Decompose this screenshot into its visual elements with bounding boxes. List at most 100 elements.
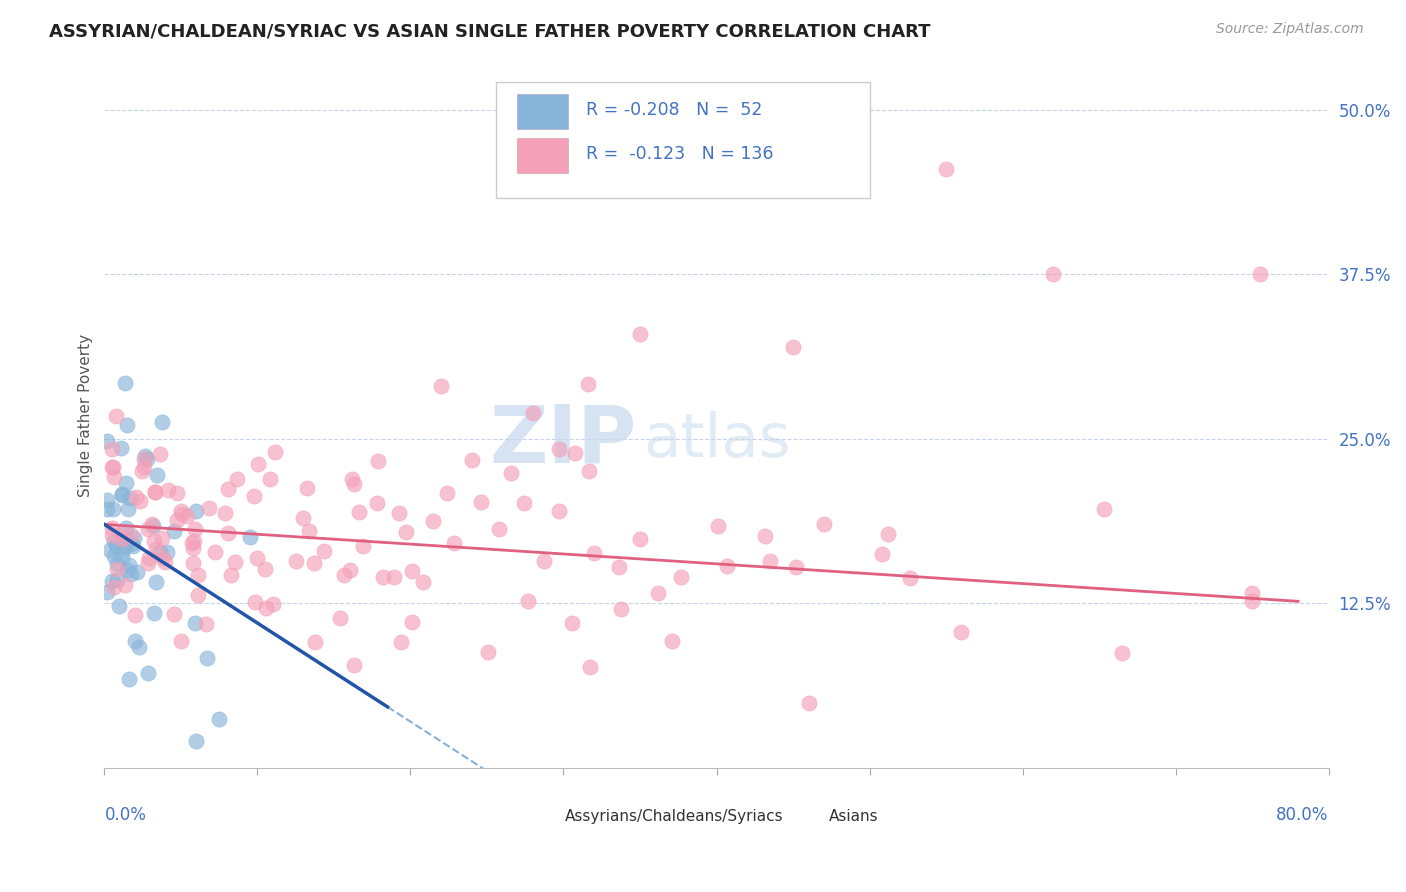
Point (1111, 646, 1133, 660)
Point (579, 659, 602, 673)
Point (217, 525, 239, 540)
Point (647, 585, 669, 599)
Point (264, 445, 287, 459)
Point (477, 645, 499, 659)
Point (412, 575, 434, 590)
Point (443, 536, 465, 550)
Point (150, 415, 173, 429)
Point (103, 534, 125, 549)
Point (114, 539, 136, 553)
Point (184, 522, 207, 536)
Point (1241, 594, 1264, 608)
Point (198, 501, 221, 516)
Point (170, 503, 193, 517)
Point (110, 441, 132, 455)
Point (333, 568, 356, 582)
Point (1241, 586, 1264, 600)
Point (1042, 268, 1064, 282)
Text: Asians: Asians (830, 809, 879, 824)
Point (96, 502, 118, 516)
Y-axis label: Single Father Poverty: Single Father Poverty (79, 334, 93, 498)
Point (186, 734, 208, 748)
Point (1249, 268, 1271, 282)
Point (517, 594, 540, 608)
Point (401, 564, 423, 578)
Point (134, 452, 156, 467)
Point (124, 634, 146, 648)
Point (132, 459, 155, 474)
Point (142, 518, 165, 533)
Point (136, 522, 159, 536)
Point (295, 482, 318, 496)
Point (195, 650, 218, 665)
Point (103, 470, 125, 484)
Point (184, 616, 207, 631)
Point (153, 555, 176, 569)
Point (799, 696, 821, 710)
Point (169, 634, 191, 648)
Point (149, 545, 172, 559)
Point (152, 551, 174, 566)
Point (96, 492, 118, 507)
Text: atlas: atlas (643, 411, 790, 470)
Point (114, 476, 136, 491)
Point (117, 502, 139, 516)
Point (136, 666, 159, 681)
Point (898, 571, 921, 585)
Point (513, 496, 536, 510)
Point (134, 449, 156, 463)
Point (935, 162, 957, 177)
Point (669, 570, 692, 584)
Point (262, 597, 284, 611)
Point (256, 601, 278, 615)
Point (117, 418, 139, 433)
Point (125, 565, 148, 579)
FancyBboxPatch shape (517, 138, 568, 173)
Point (180, 536, 202, 550)
Point (302, 556, 325, 570)
Text: ASSYRIAN/CHALDEAN/SYRIAC VS ASIAN SINGLE FATHER POVERTY CORRELATION CHART: ASSYRIAN/CHALDEAN/SYRIAC VS ASIAN SINGLE… (49, 22, 931, 40)
Point (253, 562, 276, 576)
Point (499, 466, 522, 480)
Point (607, 559, 630, 574)
Point (246, 458, 269, 472)
Point (115, 521, 138, 535)
Point (547, 442, 569, 456)
FancyBboxPatch shape (517, 94, 568, 128)
Point (214, 506, 236, 520)
Point (578, 464, 600, 478)
Point (143, 485, 166, 500)
Point (114, 577, 136, 591)
Point (813, 517, 835, 532)
Point (243, 595, 266, 609)
Point (181, 541, 204, 556)
Point (111, 488, 134, 502)
Point (187, 588, 209, 602)
Point (128, 493, 150, 508)
Point (716, 559, 738, 574)
Point (104, 409, 127, 424)
Point (184, 504, 207, 518)
Text: R = -0.208   N =  52: R = -0.208 N = 52 (585, 101, 762, 119)
Point (163, 524, 186, 539)
Point (163, 607, 186, 621)
Point (628, 326, 651, 341)
Point (226, 472, 249, 486)
Point (291, 511, 314, 525)
Point (561, 616, 583, 631)
Point (136, 557, 159, 571)
Point (239, 530, 262, 544)
Point (298, 524, 321, 538)
Point (367, 454, 389, 468)
Point (98, 543, 121, 558)
Point (111, 526, 134, 541)
Point (349, 505, 371, 519)
Point (166, 513, 188, 527)
Point (146, 468, 169, 483)
Point (101, 460, 124, 475)
Point (366, 496, 388, 510)
Point (166, 486, 188, 500)
Point (329, 611, 352, 625)
Point (422, 514, 444, 528)
Text: Source: ZipAtlas.com: Source: ZipAtlas.com (1216, 22, 1364, 37)
